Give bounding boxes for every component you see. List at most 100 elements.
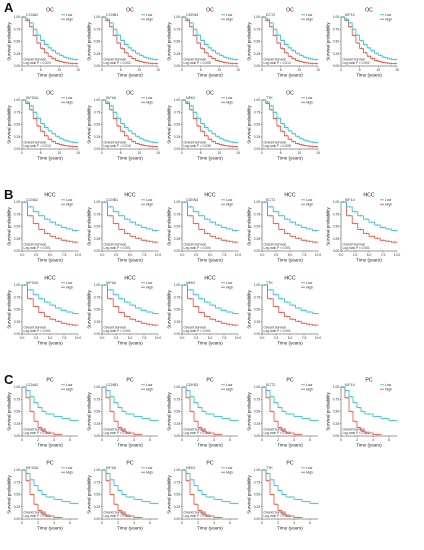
- y-tick-label: 0.00: [14, 517, 21, 521]
- x-tick-label: 10: [217, 151, 221, 155]
- y-tick-label: 0.25: [174, 52, 181, 56]
- survival-curve-low: [22, 386, 79, 422]
- y-tick-label: 0.50: [254, 410, 261, 414]
- survival-curve-high: [182, 469, 223, 519]
- y-axis-label: Survival probability: [247, 207, 252, 246]
- x-tick-label: 0: [181, 68, 183, 72]
- survival-curve-low: [102, 99, 159, 144]
- legend-high-label: High: [306, 285, 313, 289]
- x-tick-label: 2.5: [353, 253, 358, 257]
- legend-high-label: High: [66, 202, 73, 206]
- x-tick-label: 4: [133, 438, 135, 442]
- y-tick-label: 1.00: [94, 98, 101, 102]
- panel-letter: C: [4, 372, 14, 387]
- y-tick-label: 0.25: [94, 320, 101, 324]
- legend-low-label: Low: [66, 96, 73, 100]
- x-tick-label: 2: [117, 438, 119, 442]
- plot-title: OC: [46, 8, 54, 14]
- y-tick-label: 0.75: [254, 27, 261, 31]
- legend-high-label: High: [226, 470, 233, 474]
- survival-curve-high: [22, 99, 78, 147]
- plot-title: PC: [46, 461, 53, 467]
- survival-curve-low: [182, 16, 239, 61]
- logrank-p: Log-rank P < 0.001: [24, 329, 51, 333]
- x-tick-label: 15: [395, 68, 399, 72]
- survival-curve-low: [262, 469, 319, 505]
- survival-curve-high: [102, 16, 158, 64]
- legend-low-label: Low: [66, 466, 73, 470]
- x-tick-label: 6: [309, 521, 311, 525]
- gene-label: CCNB1: [106, 198, 118, 202]
- y-axis-label: Survival probability: [247, 105, 252, 144]
- x-tick-label: 2: [277, 438, 279, 442]
- y-tick-label: 0.25: [14, 422, 21, 426]
- x-axis-label: Time (years): [197, 341, 223, 346]
- legend-high-label: High: [385, 387, 392, 391]
- x-tick-label: 0.0: [180, 253, 185, 257]
- y-axis-label: Survival probability: [247, 392, 252, 431]
- y-tick-label: 0.75: [174, 27, 181, 31]
- x-tick-label: 15: [76, 151, 80, 155]
- y-tick-label: 0.75: [94, 110, 101, 114]
- legend-high-label: High: [146, 202, 153, 206]
- legend-low-label: Low: [385, 198, 392, 202]
- gene-label: KIF20A: [26, 281, 39, 285]
- survival-curve-low: [22, 284, 79, 315]
- y-axis-label: Survival probability: [7, 290, 12, 329]
- survival-curve-high: [262, 16, 318, 64]
- y-tick-label: 0.00: [174, 517, 181, 521]
- x-tick-label: 0.0: [260, 253, 265, 257]
- x-tick-label: 5: [120, 68, 122, 72]
- x-axis-label: Time (years): [197, 443, 223, 448]
- x-tick-label: 4: [213, 521, 215, 525]
- y-tick-label: 0.00: [14, 64, 21, 68]
- legend-low-label: Low: [146, 13, 153, 17]
- x-tick-label: 2.5: [34, 253, 39, 257]
- legend-high-label: High: [306, 387, 313, 391]
- x-tick-label: 10.0: [235, 253, 242, 257]
- legend-high-label: High: [66, 470, 73, 474]
- x-axis-label: Time (years): [356, 443, 382, 448]
- survival-curve-low: [102, 284, 159, 315]
- x-axis-label: Time (years): [356, 73, 382, 78]
- x-axis-label: Time (years): [277, 258, 303, 263]
- gene-label: NEK2: [186, 281, 195, 285]
- overall-survival-label: Overall Survival: [343, 58, 366, 62]
- logrank-p: Log-rank P = 0.014: [264, 61, 291, 65]
- x-axis-label: Time (years): [37, 156, 63, 161]
- x-tick-label: 7.5: [142, 253, 147, 257]
- x-tick-label: 2: [37, 521, 39, 525]
- plot-title: OC: [206, 91, 214, 97]
- y-tick-label: 0.25: [254, 135, 261, 139]
- survival-curve-low: [22, 201, 79, 232]
- survival-curve-high: [22, 201, 79, 243]
- overall-survival-label: Overall Survival: [24, 58, 47, 62]
- y-tick-label: 0.50: [174, 40, 181, 44]
- x-tick-label: 0: [181, 438, 183, 442]
- legend-low-label: Low: [226, 281, 233, 285]
- legend-high-label: High: [226, 100, 233, 104]
- y-tick-label: 1.00: [254, 15, 261, 19]
- x-tick-label: 6: [229, 521, 231, 525]
- y-axis-label: Survival probability: [247, 290, 252, 329]
- x-tick-label: 6: [229, 438, 231, 442]
- overall-survival-label: Overall Survival: [264, 511, 287, 515]
- survival-curve-low: [182, 284, 239, 315]
- y-tick-label: 0.50: [94, 308, 101, 312]
- survival-curve-low: [182, 469, 239, 505]
- y-tick-label: 0.50: [254, 225, 261, 229]
- overall-survival-label: Overall Survival: [104, 428, 127, 432]
- logrank-p: Log-rank P < 0.001: [24, 431, 51, 435]
- gene-label: CDKN3: [186, 198, 198, 202]
- y-tick-label: 0.25: [254, 422, 261, 426]
- y-axis-label: Survival probability: [7, 207, 12, 246]
- legend-high-label: High: [146, 285, 153, 289]
- y-tick-label: 0.50: [333, 225, 340, 229]
- overall-survival-label: Overall Survival: [24, 141, 47, 145]
- x-tick-label: 7.5: [222, 253, 227, 257]
